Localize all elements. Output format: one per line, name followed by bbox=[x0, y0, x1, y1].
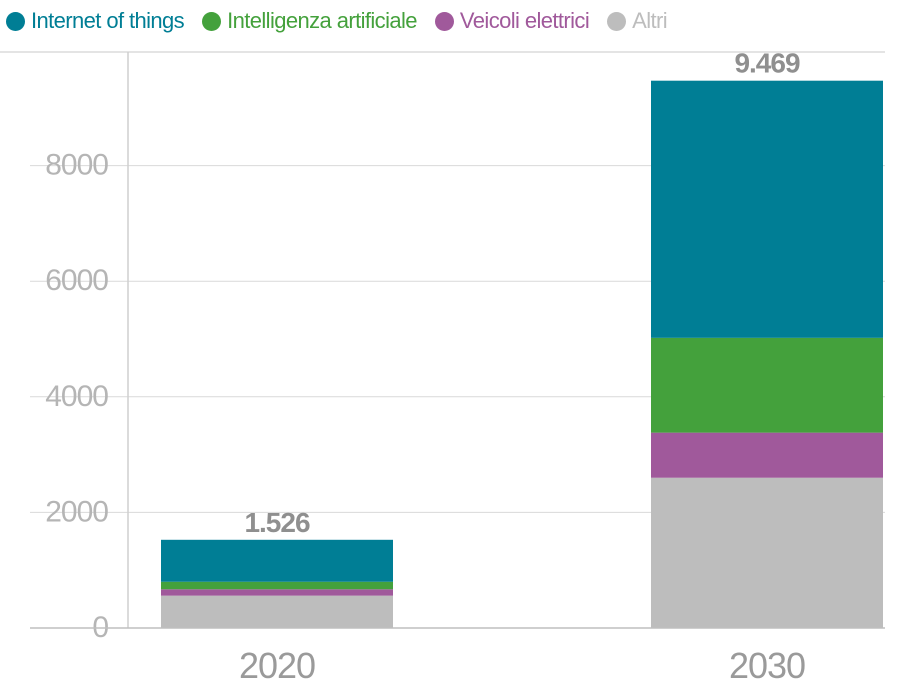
legend-swatch bbox=[202, 11, 222, 31]
y-tick-label: 6000 bbox=[45, 264, 108, 297]
y-tick-label: 2000 bbox=[45, 495, 108, 528]
bar-segment-2020-2 bbox=[161, 581, 393, 590]
bar-segment-2020-0 bbox=[161, 595, 393, 628]
legend-label: Altri bbox=[632, 8, 668, 33]
legend-label: Internet of things bbox=[31, 8, 185, 33]
legend-item: Internet of things bbox=[6, 8, 185, 34]
x-tick-label: 2030 bbox=[729, 645, 805, 684]
bar-segment-2020-1 bbox=[161, 589, 393, 596]
bar-segment-2030-2 bbox=[651, 337, 883, 433]
bar-segment-2020-3 bbox=[161, 539, 393, 582]
bar-segment-2030-0 bbox=[651, 477, 883, 628]
legend-label: Intelligenza artificiale bbox=[227, 8, 417, 33]
legend-swatch bbox=[6, 11, 25, 31]
bar-segment-2030-3 bbox=[651, 80, 883, 338]
bar-segment-2030-1 bbox=[651, 432, 883, 478]
legend-item: Intelligenza artificiale bbox=[202, 8, 418, 34]
legend-swatch bbox=[434, 11, 454, 31]
legend-swatch bbox=[607, 11, 627, 31]
bar-total-label: 9.469 bbox=[734, 48, 799, 79]
y-tick-label: 4000 bbox=[45, 380, 108, 413]
legend-label: Veicoli elettrici bbox=[459, 8, 590, 33]
legend-item: Veicoli elettrici bbox=[434, 8, 590, 34]
bar-total-label: 1.526 bbox=[244, 507, 309, 538]
y-tick-label: 8000 bbox=[45, 149, 108, 182]
x-tick-label: 2020 bbox=[239, 645, 315, 684]
legend-item: Altri bbox=[607, 8, 668, 34]
chart-legend: Internet of things Intelligenza artificia… bbox=[6, 4, 668, 38]
